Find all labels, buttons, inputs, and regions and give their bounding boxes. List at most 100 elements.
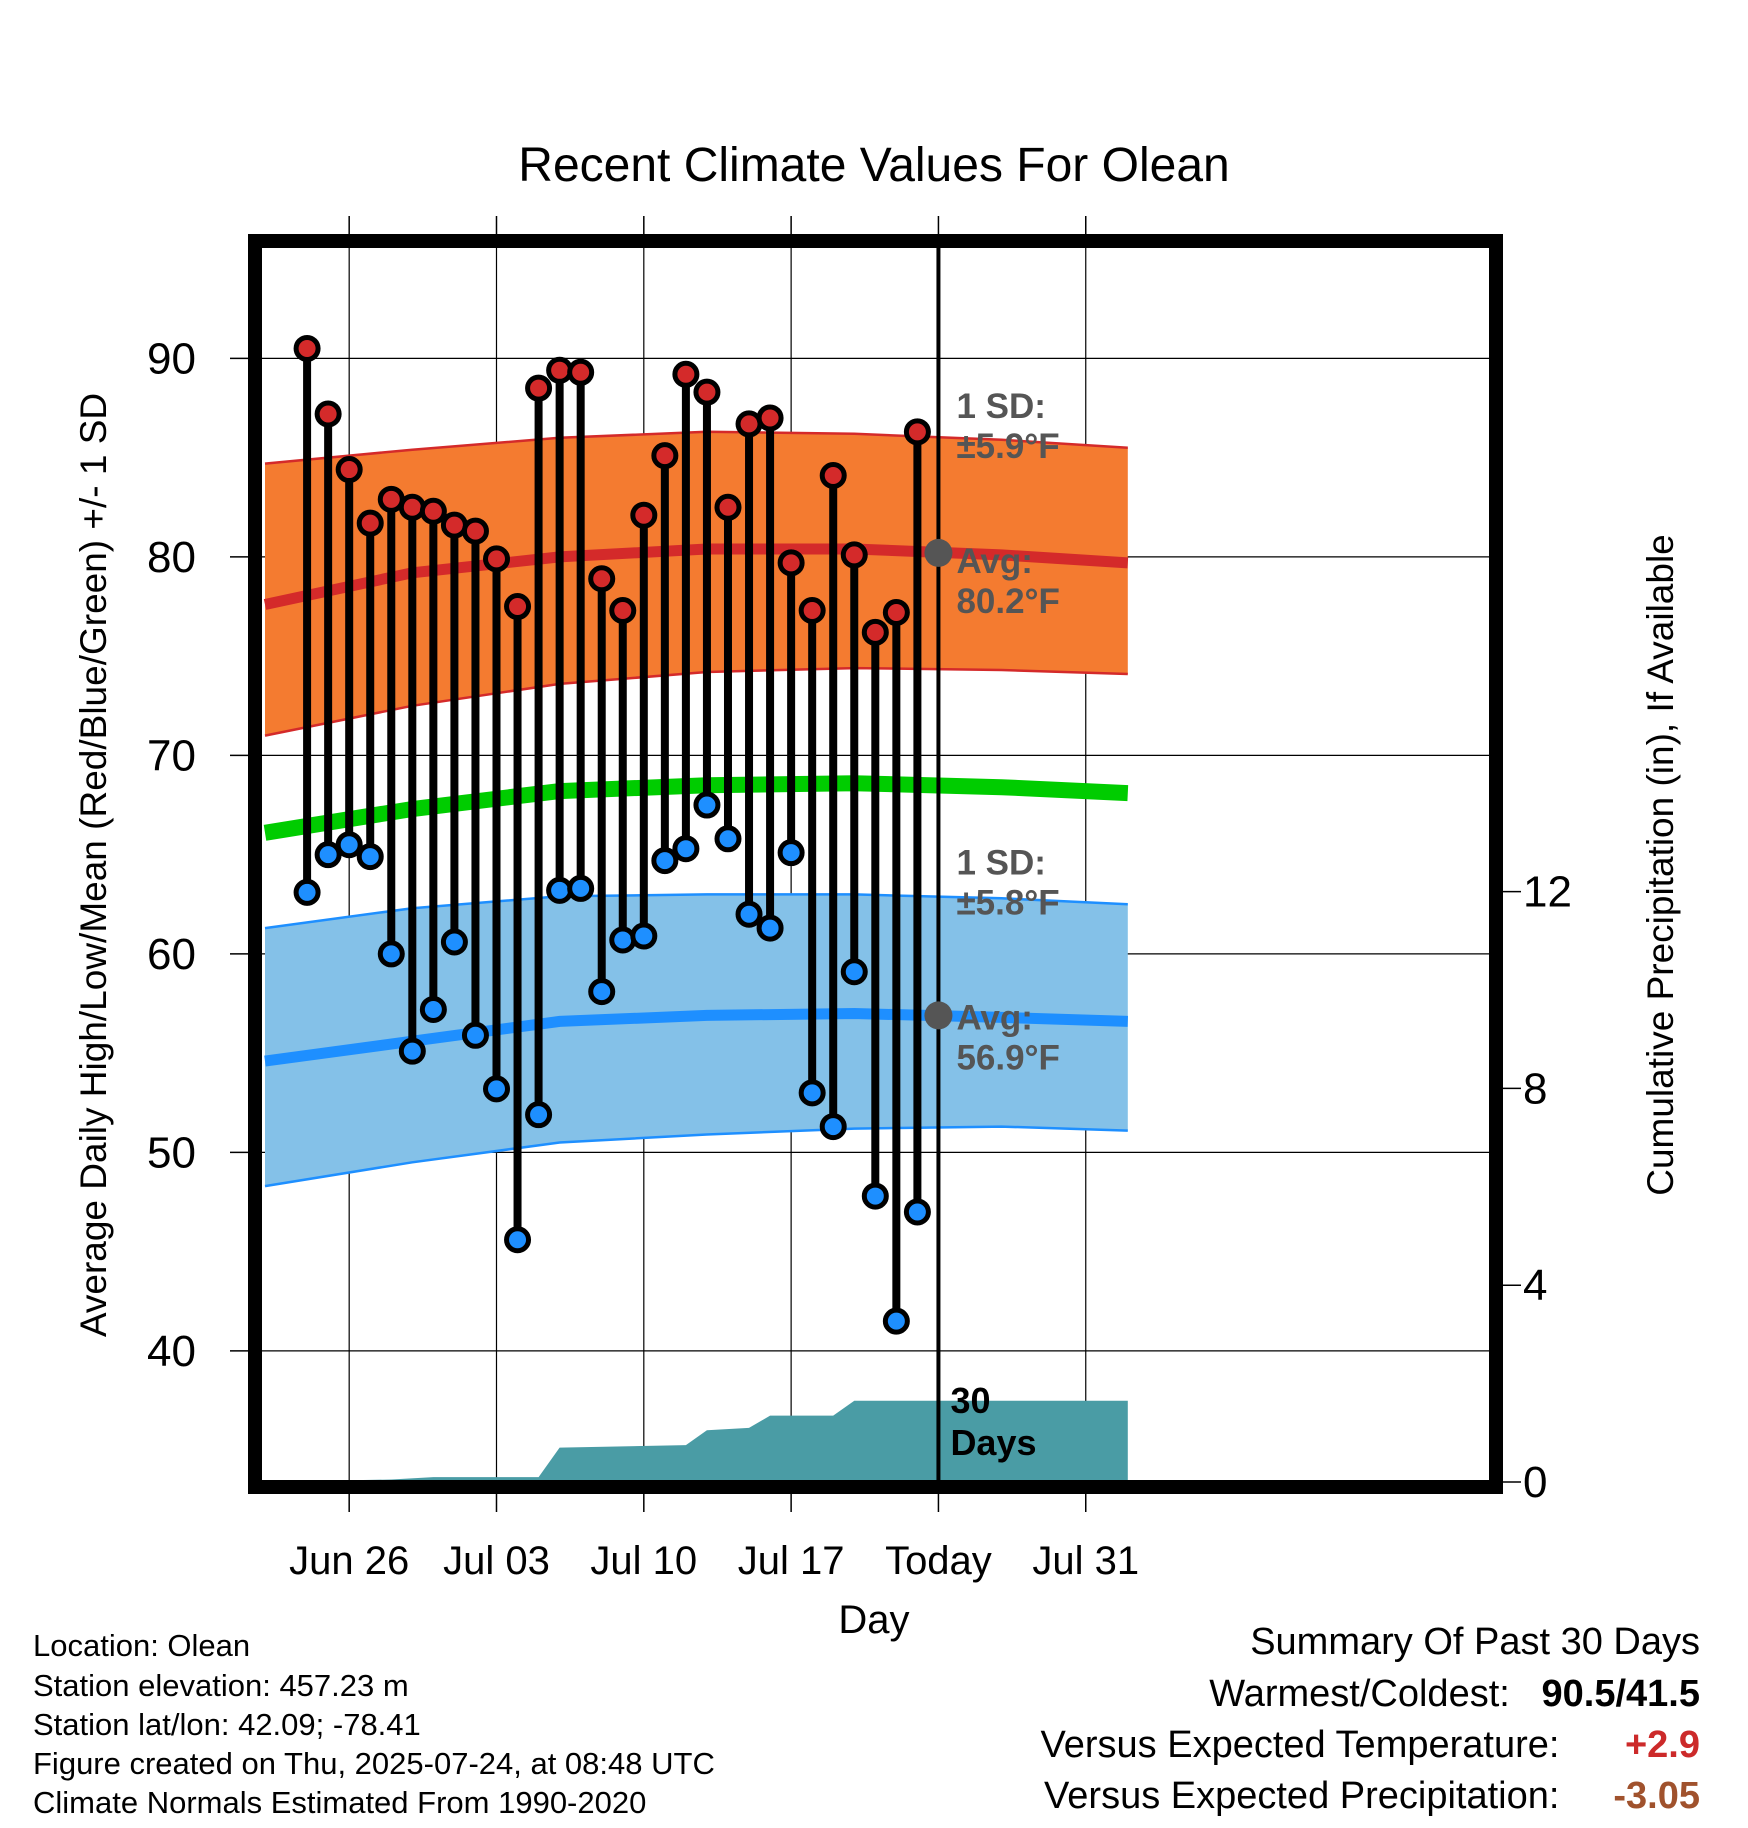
summary-precipitation: Versus Expected Precipitation: -3.05 [1044,1775,1700,1818]
precip-area [265,1400,1128,1482]
high-point [293,334,321,362]
high-point [882,598,910,626]
y-tick-label: 90 [147,334,196,383]
summary-warmest-coldest-value: 90.5/41.5 [1541,1673,1700,1715]
summary-precip-label: Versus Expected Precipitation: [1044,1775,1560,1817]
low-point [335,831,363,859]
low-point [525,1101,553,1129]
annotation-high-sd: 1 SD: ±5.9°F [956,387,1059,466]
low-sd-band-lower-edge [264,1125,1128,1188]
low-point [903,1198,931,1226]
low-point [377,940,405,968]
low-point [398,1037,426,1065]
low-point [756,914,784,942]
high-point [714,493,742,521]
low-point [882,1307,910,1335]
low-point [651,847,679,875]
y-tick-label: 40 [147,1327,196,1376]
today-avg-marker [924,1001,953,1030]
x-tick-label: Today [885,1539,992,1583]
footer-latlon: Station lat/lon: 42.09; -78.41 [33,1707,421,1742]
y2-tick-label: 12 [1523,868,1572,917]
y2-tick-label: 4 [1523,1261,1547,1310]
y-tick-label: 70 [147,731,196,780]
low-point [630,922,658,950]
y2-tick-label: 0 [1523,1458,1547,1507]
low-point [798,1079,826,1107]
plot-frame [248,234,1503,1494]
plot-area [260,246,1491,1482]
low-point [504,1226,532,1254]
summary-precip-value: -3.05 [1613,1775,1700,1817]
footer-normals: Climate Normals Estimated From 1990-2020 [33,1785,647,1820]
high-point [567,358,595,386]
x-tick-label: Jun 26 [289,1539,409,1583]
high-point [609,596,637,624]
summary-warmest-coldest-label: Warmest/Coldest: [1209,1673,1510,1715]
high-point [504,593,532,621]
chart-title: Recent Climate Values For Olean [518,139,1229,192]
high-point [461,517,489,545]
high-point [419,497,447,525]
annotation-low-avg: Avg: 56.9°F [956,998,1059,1077]
high-point [314,400,342,428]
high-point [630,501,658,529]
low-point [777,839,805,867]
x-axis-label: Day [838,1598,909,1642]
today-avg-marker [924,538,953,567]
y-axis-label: Average Daily High/Low/Mean (Red/Blue/Gr… [73,393,114,1337]
high-point [777,549,805,577]
x-tick-label: Jul 03 [443,1539,550,1583]
low-point [440,928,468,956]
footer-created: Figure created on Thu, 2025-07-24, at 08… [33,1746,715,1781]
low-point [861,1182,889,1210]
y-tick-label: 50 [147,1128,196,1177]
summary-temp-label: Versus Expected Temperature: [1040,1724,1560,1766]
y2-tick-label: 8 [1523,1064,1547,1113]
x-tick-label: Jul 10 [590,1539,697,1583]
days-label: 30 Days [950,1380,1036,1463]
low-point [609,926,637,954]
high-point [335,456,363,484]
high-point [651,442,679,470]
low-point [356,843,384,871]
high-point [672,360,700,388]
footer-elevation: Station elevation: 457.23 m [33,1668,409,1703]
low-point [293,878,321,906]
y2-axis-label: Cumulative Precipitation (in), If Availa… [1640,534,1681,1196]
y-tick-label: 80 [147,533,196,582]
high-point [840,541,868,569]
high-point [588,565,616,593]
high-point [798,596,826,624]
summary-temperature: Versus Expected Temperature: +2.9 [1041,1724,1700,1767]
low-point [735,900,763,928]
footer-location: Location: Olean [33,1628,251,1663]
high-point [819,462,847,490]
low-point [567,874,595,902]
low-point [693,791,721,819]
low-point [819,1113,847,1141]
low-point [314,841,342,869]
low-point [840,958,868,986]
high-point [861,618,889,646]
annotation-high-avg: Avg: 80.2°F [956,542,1059,621]
low-point [482,1075,510,1103]
x-tick-label: Jul 31 [1032,1539,1139,1583]
high-point [482,545,510,573]
x-tick-label: Jul 17 [738,1539,845,1583]
y-tick-label: 60 [147,930,196,979]
high-point [356,509,384,537]
high-point [525,374,553,402]
low-point [672,835,700,863]
low-point [419,995,447,1023]
low-point [588,978,616,1006]
low-point [461,1021,489,1049]
summary-temp-value: +2.9 [1624,1724,1700,1766]
summary-title: Summary Of Past 30 Days [1250,1621,1700,1663]
high-point [398,493,426,521]
high-point [693,378,721,406]
high-point [756,404,784,432]
summary-warmest-coldest: Warmest/Coldest: 90.5/41.5 [1209,1673,1700,1716]
annotation-low-sd: 1 SD: ±5.8°F [956,844,1059,923]
